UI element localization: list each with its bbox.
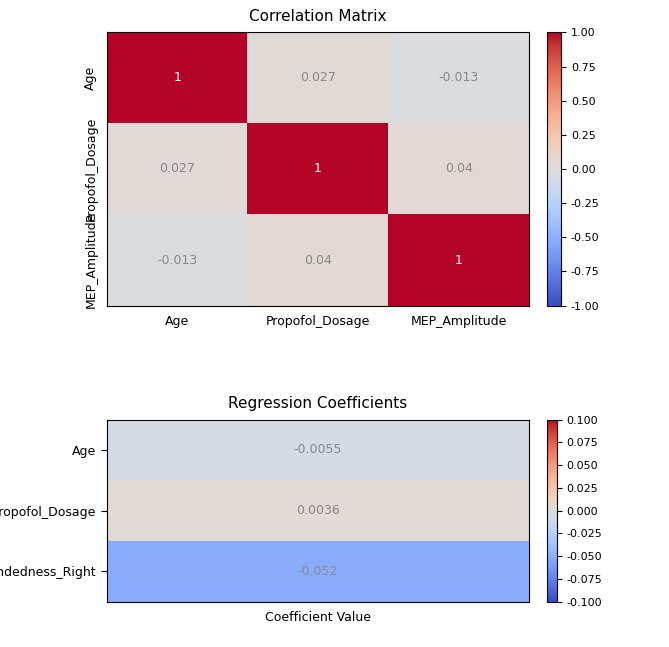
Text: -0.013: -0.013 [157, 254, 197, 267]
Text: -0.052: -0.052 [298, 565, 339, 578]
Title: Regression Coefficients: Regression Coefficients [228, 397, 407, 411]
Text: -0.013: -0.013 [438, 71, 479, 84]
Title: Correlation Matrix: Correlation Matrix [250, 9, 387, 24]
Text: 0.04: 0.04 [304, 254, 332, 267]
Text: -0.0055: -0.0055 [294, 443, 343, 456]
Text: 1: 1 [173, 71, 181, 84]
Text: 0.0036: 0.0036 [296, 504, 340, 517]
Text: 1: 1 [455, 254, 462, 267]
Text: 0.04: 0.04 [445, 162, 472, 175]
Text: 0.027: 0.027 [300, 71, 336, 84]
Text: 1: 1 [314, 162, 322, 175]
Text: 0.027: 0.027 [159, 162, 195, 175]
